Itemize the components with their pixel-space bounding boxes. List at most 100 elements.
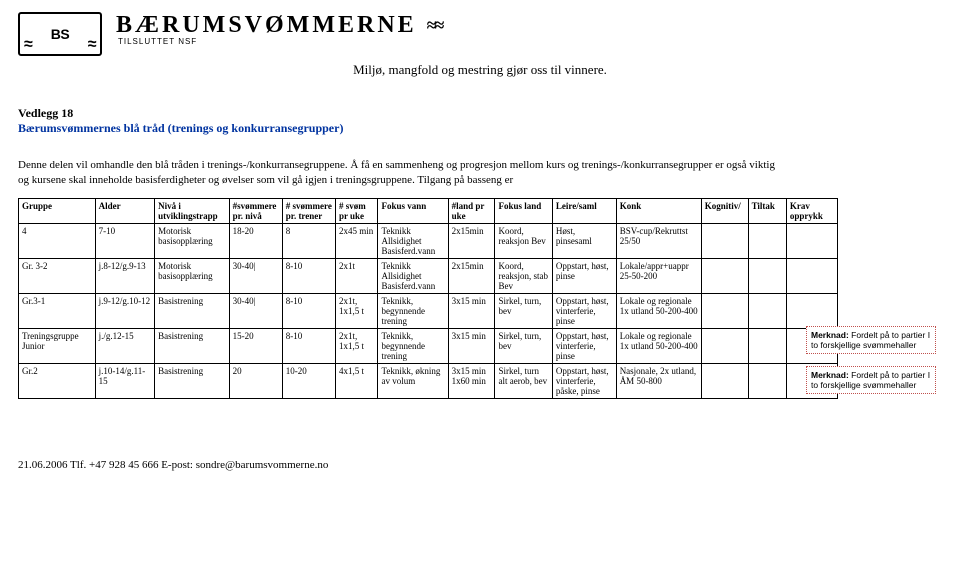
table-cell: 18-20 <box>229 223 282 258</box>
table-cell <box>701 363 748 398</box>
table-cell: 30-40| <box>229 293 282 328</box>
table-header-cell: Leire/saml <box>552 198 616 223</box>
waves-icon: ≈≈ <box>427 15 443 36</box>
table-cell: 2x15min <box>448 223 495 258</box>
table-cell: 8-10 <box>282 258 335 293</box>
table-cell: Høst, pinsesaml <box>552 223 616 258</box>
table-cell: Basistrening <box>155 363 229 398</box>
table-cell <box>748 258 786 293</box>
table-cell: Oppstart, høst, vinterferie, pinse <box>552 328 616 363</box>
table-cell: Gr.2 <box>19 363 96 398</box>
club-logo: BS <box>18 12 102 56</box>
brand-affiliation: TILSLUTTET NSF <box>118 37 442 46</box>
table-cell <box>701 293 748 328</box>
table-cell: Oppstart, høst, pinse <box>552 258 616 293</box>
table-cell: Gr. 3-2 <box>19 258 96 293</box>
table-cell <box>748 223 786 258</box>
brand-title: BÆRUMSVØMMERNE ≈≈ <box>116 12 442 39</box>
table-cell: j.8-12/g.9-13 <box>95 258 155 293</box>
table-cell: 2x15min <box>448 258 495 293</box>
logo-text: BS <box>51 26 69 42</box>
table-cell: Basistrening <box>155 328 229 363</box>
table-cell <box>786 258 837 293</box>
intro-paragraph: Denne delen vil omhandle den blå tråden … <box>18 158 778 188</box>
table-cell: Gr.3-1 <box>19 293 96 328</box>
table-row: Gr.2j.10-14/g.11-15Basistrening2010-204x… <box>19 363 838 398</box>
note-label: Merknad: <box>811 370 849 380</box>
table-cell: Sirkel, turn, bev <box>495 293 552 328</box>
table-cell: j.10-14/g.11-15 <box>95 363 155 398</box>
header: BS BÆRUMSVØMMERNE ≈≈ TILSLUTTET NSF <box>18 12 942 56</box>
table-cell <box>701 328 748 363</box>
section-heading: Vedlegg 18 Bærumsvømmernes blå tråd (tre… <box>18 106 942 136</box>
table-cell: Teknikk Allsidighet Basisferd.vann <box>378 223 448 258</box>
heading-line2: Bærumsvømmernes blå tråd (trenings og ko… <box>18 121 942 136</box>
table-cell: Nasjonale, 2x utland, ÅM 50-800 <box>616 363 701 398</box>
footer: 21.06.2006 Tlf. +47 928 45 666 E-post: s… <box>18 459 942 471</box>
note-label: Merknad: <box>811 330 849 340</box>
tagline: Miljø, mangfold og mestring gjør oss til… <box>18 62 942 78</box>
table-cell: 4 <box>19 223 96 258</box>
table-header-cell: Konk <box>616 198 701 223</box>
page: BS BÆRUMSVØMMERNE ≈≈ TILSLUTTET NSF Milj… <box>18 12 942 471</box>
table-cell: 20 <box>229 363 282 398</box>
table-row: Gr.3-1j.9-12/g.10-12Basistrening30-40|8-… <box>19 293 838 328</box>
table-cell: 2x1t, 1x1,5 t <box>335 328 378 363</box>
comment-note-2: Merknad: Fordelt på to partier I to fors… <box>806 366 936 394</box>
brand-block: BÆRUMSVØMMERNE ≈≈ TILSLUTTET NSF <box>116 12 442 46</box>
table-row: Gr. 3-2j.8-12/g.9-13Motorisk basisopplær… <box>19 258 838 293</box>
table-cell: 2x1t <box>335 258 378 293</box>
table-cell: Oppstart, høst, vinterferie, pinse <box>552 293 616 328</box>
table-cell: Koord, reaksjon Bev <box>495 223 552 258</box>
table-cell: BSV-cup/Rekruttst 25/50 <box>616 223 701 258</box>
table-cell: j.9-12/g.10-12 <box>95 293 155 328</box>
table-cell: 2x1t, 1x1,5 t <box>335 293 378 328</box>
table-cell: 4x1,5 t <box>335 363 378 398</box>
table-header-cell: Nivå i utviklingstrapp <box>155 198 229 223</box>
table-cell: Motorisk basisopplæring <box>155 223 229 258</box>
table-cell: Lokale/appr+uappr 25-50-200 <box>616 258 701 293</box>
table-row: Treningsgruppe Juniorj./g.12-15Basistren… <box>19 328 838 363</box>
table-cell <box>748 328 786 363</box>
table-cell <box>786 293 837 328</box>
table-cell: Koord, reaksjon, stab Bev <box>495 258 552 293</box>
table-cell <box>786 223 837 258</box>
table-cell: Teknikk, begynnende trening <box>378 293 448 328</box>
table-cell: 8 <box>282 223 335 258</box>
table-cell <box>748 363 786 398</box>
table-cell <box>748 293 786 328</box>
table-header-row: GruppeAlderNivå i utviklingstrapp#svømme… <box>19 198 838 223</box>
table-row: 47-10Motorisk basisopplæring18-2082x45 m… <box>19 223 838 258</box>
table-cell: Treningsgruppe Junior <box>19 328 96 363</box>
table-header-cell: # svøm pr uke <box>335 198 378 223</box>
table-header-cell: Alder <box>95 198 155 223</box>
table-cell: Teknikk, økning av volum <box>378 363 448 398</box>
table-cell: 3x15 min 1x60 min <box>448 363 495 398</box>
table-cell: 8-10 <box>282 293 335 328</box>
table-cell: 10-20 <box>282 363 335 398</box>
table-header-cell: #land pr uke <box>448 198 495 223</box>
table-cell: 3x15 min <box>448 328 495 363</box>
training-table: GruppeAlderNivå i utviklingstrapp#svømme… <box>18 198 838 399</box>
table-cell: 15-20 <box>229 328 282 363</box>
table-cell <box>701 258 748 293</box>
table-cell: 2x45 min <box>335 223 378 258</box>
table-header-cell: #svømmere pr. nivå <box>229 198 282 223</box>
table-cell: 8-10 <box>282 328 335 363</box>
table-header-cell: Fokus vann <box>378 198 448 223</box>
table-body: 47-10Motorisk basisopplæring18-2082x45 m… <box>19 223 838 398</box>
table-cell: Sirkel, turn, bev <box>495 328 552 363</box>
table-cell: Lokale og regionale 1x utland 50-200-400 <box>616 293 701 328</box>
table-header-cell: Fokus land <box>495 198 552 223</box>
table-header-cell: Kognitiv/ <box>701 198 748 223</box>
table-cell <box>701 223 748 258</box>
table-cell: Sirkel, turn alt aerob, bev <box>495 363 552 398</box>
table-cell: Oppstart, høst, vinterferie, påske, pins… <box>552 363 616 398</box>
table-cell: Teknikk, begynnende trening <box>378 328 448 363</box>
table-header-cell: Krav opprykk <box>786 198 837 223</box>
table-header-cell: Tiltak <box>748 198 786 223</box>
table-cell: j./g.12-15 <box>95 328 155 363</box>
table-header-cell: # svømmere pr. trener <box>282 198 335 223</box>
table-cell: 30-40| <box>229 258 282 293</box>
table-cell: Lokale og regionale 1x utland 50-200-400 <box>616 328 701 363</box>
